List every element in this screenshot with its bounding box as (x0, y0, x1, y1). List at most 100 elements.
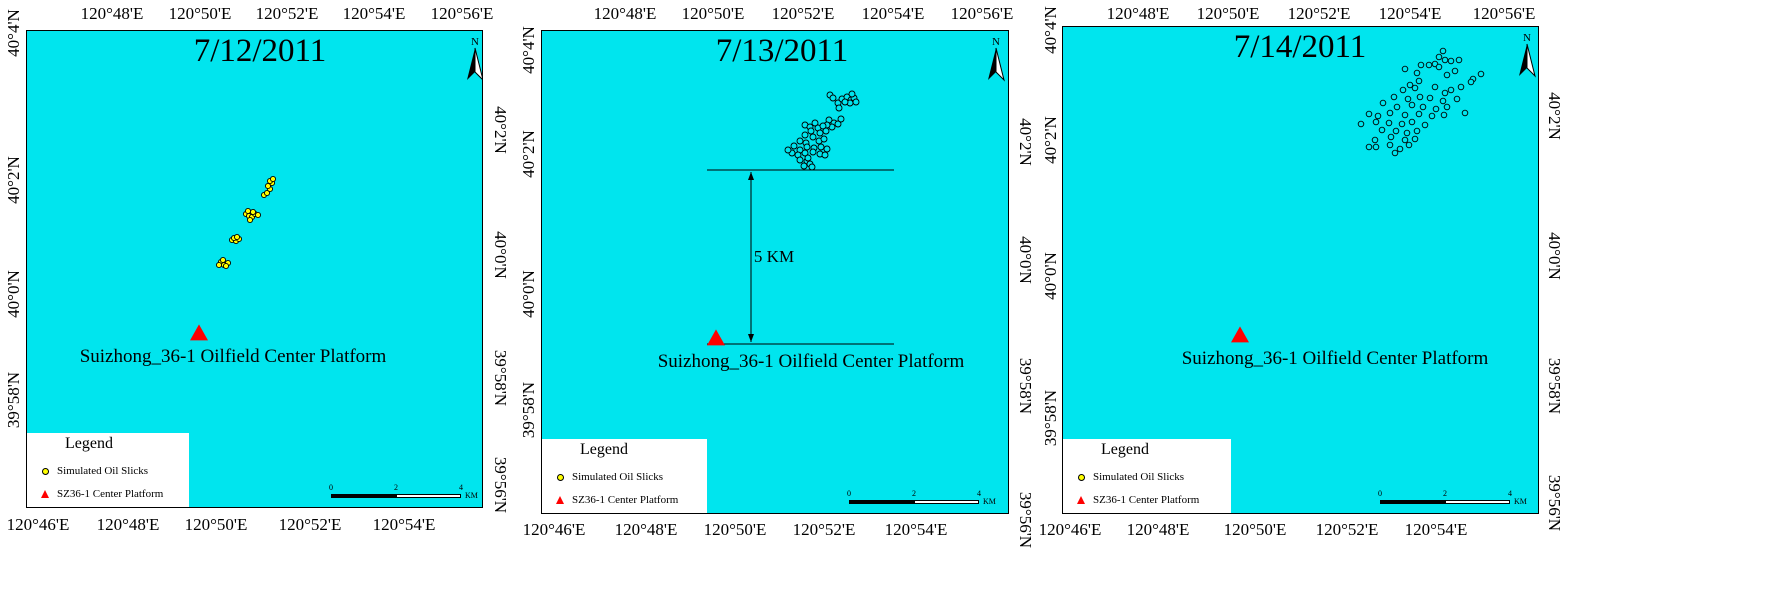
oil-slick-points (784, 90, 860, 171)
scale-bar: 0 2 4 KM (847, 489, 996, 509)
lat-tick-right: 40°2'N (1545, 92, 1564, 140)
lat-tick-right: 39°56'N (491, 456, 510, 514)
scale-label: 0 (847, 489, 851, 498)
lon-tick-bottom: 120°52'E (792, 520, 856, 539)
platform-marker-icon (707, 329, 725, 346)
scale-label: 2 (912, 489, 916, 498)
lon-tick-bottom: 120°54'E (884, 520, 948, 539)
north-label: N (471, 36, 479, 48)
legend-item-platform: SZ36-1 Center Platform (554, 494, 678, 506)
lon-tick-top: 120°56'E (1472, 4, 1536, 23)
lon-tick-top: 120°56'E (950, 4, 1014, 23)
lon-tick-top: 120°50'E (681, 4, 745, 23)
scale-unit: KM (983, 497, 996, 506)
lat-tick-right: 39°58'N (491, 349, 510, 407)
lat-tick-left: 40°0'N (519, 270, 538, 318)
lon-tick-top: 120°50'E (168, 4, 232, 23)
scale-label: 4 (459, 483, 463, 492)
map-date: 7/14/2011 (1233, 29, 1367, 65)
lat-tick-right: 40°0'N (491, 231, 510, 279)
map-frame-3: 7/14/2011 N (1062, 26, 1539, 514)
oil-slick-points (215, 175, 277, 270)
scale-label: 0 (329, 483, 333, 492)
legend-title: Legend (65, 435, 113, 452)
map-date: 7/13/2011 (715, 33, 849, 69)
lon-tick-bottom: 120°54'E (372, 515, 436, 534)
lon-tick-top: 120°52'E (771, 4, 835, 23)
oil-slick-points (1357, 47, 1485, 157)
lat-tick-left: 39°58'N (519, 381, 538, 439)
north-label: N (992, 36, 1000, 48)
platform-label: Suizhong_36-1 Oilfield Center Platform (1181, 348, 1489, 369)
lon-tick-top: 120°48'E (1106, 4, 1170, 23)
legend: Legend Simulated Oil Slicks SZ36-1 Cente… (27, 433, 189, 507)
lat-tick-right: 40°2'N (491, 106, 510, 154)
scale-label: 4 (1508, 489, 1512, 498)
scale-label: 0 (1378, 489, 1382, 498)
distance-label: 5 KM (753, 247, 795, 266)
slick-dot-icon (41, 467, 49, 475)
lon-tick-bottom: 120°46'E (1038, 520, 1102, 539)
platform-triangle-icon (41, 490, 49, 499)
platform-marker-icon (190, 324, 208, 341)
scale-label: 2 (1443, 489, 1447, 498)
lat-tick-left: 40°4'N (519, 26, 538, 74)
scale-unit: KM (465, 491, 478, 500)
lon-tick-top: 120°50'E (1196, 4, 1260, 23)
lon-tick-bottom: 120°50'E (184, 515, 248, 534)
slick-dot-icon (1077, 473, 1085, 481)
lat-tick-right: 40°2'N (1016, 118, 1035, 166)
map-panel-2: 120°48'E 120°50'E 120°52'E 120°54'E 120°… (519, 0, 1042, 613)
platform-marker-icon (1231, 326, 1249, 343)
lon-tick-top: 120°52'E (1287, 4, 1351, 23)
lon-tick-top: 120°48'E (593, 4, 657, 23)
scale-unit: KM (1514, 497, 1527, 506)
lon-tick-top: 120°54'E (1378, 4, 1442, 23)
lon-tick-top: 120°52'E (255, 4, 319, 23)
legend-title: Legend (580, 441, 628, 458)
legend-title: Legend (1101, 441, 1149, 458)
lon-tick-top: 120°56'E (430, 4, 494, 23)
lon-tick-top: 120°48'E (80, 4, 144, 23)
legend: Legend Simulated Oil Slicks SZ36-1 Cente… (542, 439, 707, 513)
lat-tick-left: 39°58'N (1041, 389, 1060, 447)
lat-tick-left: 40°4'N (1041, 6, 1060, 54)
lat-tick-right: 39°56'N (1016, 491, 1035, 549)
scale-label: 2 (394, 483, 398, 492)
north-arrow-icon: N (467, 36, 482, 80)
legend-item-slicks: Simulated Oil Slicks (39, 465, 148, 477)
slick-dot-icon (556, 473, 564, 481)
lat-tick-left: 40°2'N (4, 156, 23, 204)
legend-item-slicks: Simulated Oil Slicks (554, 471, 663, 483)
distance-annotation (707, 169, 894, 345)
lon-tick-bottom: 120°48'E (96, 515, 160, 534)
map-date: 7/12/2011 (193, 33, 327, 69)
lon-tick-bottom: 120°48'E (1126, 520, 1190, 539)
lat-tick-right: 40°0'N (1545, 232, 1564, 280)
legend-item-platform: SZ36-1 Center Platform (39, 488, 163, 500)
lon-tick-bottom: 120°48'E (614, 520, 678, 539)
scale-bar: 0 2 4 KM (329, 483, 478, 503)
lon-tick-top: 120°54'E (342, 4, 406, 23)
lat-tick-left: 40°0'N (1041, 252, 1060, 300)
lon-tick-bottom: 120°46'E (6, 515, 70, 534)
lat-tick-right: 39°58'N (1016, 357, 1035, 415)
lat-tick-left: 40°0'N (4, 270, 23, 318)
lat-tick-left: 40°4'N (4, 9, 23, 57)
map-panel-1: 120°48'E 120°50'E 120°52'E 120°54'E 120°… (0, 0, 520, 613)
lon-tick-bottom: 120°52'E (1315, 520, 1379, 539)
lat-tick-left: 40°2'N (519, 130, 538, 178)
platform-label: Suizhong_36-1 Oilfield Center Platform (657, 351, 965, 372)
lat-tick-left: 39°58'N (4, 371, 23, 429)
lon-tick-bottom: 120°50'E (1223, 520, 1287, 539)
scale-label: 4 (977, 489, 981, 498)
north-arrow-icon: N (988, 36, 1005, 82)
lon-tick-bottom: 120°54'E (1404, 520, 1468, 539)
lon-tick-bottom: 120°46'E (522, 520, 586, 539)
lat-tick-right: 40°0'N (1016, 236, 1035, 284)
map-panel-3: 120°48'E 120°50'E 120°52'E 120°54'E 120°… (1038, 0, 1767, 613)
north-label: N (1523, 32, 1531, 44)
legend-item-slicks: Simulated Oil Slicks (1075, 471, 1184, 483)
lon-tick-bottom: 120°52'E (278, 515, 342, 534)
north-arrow-icon: N (1519, 32, 1536, 78)
